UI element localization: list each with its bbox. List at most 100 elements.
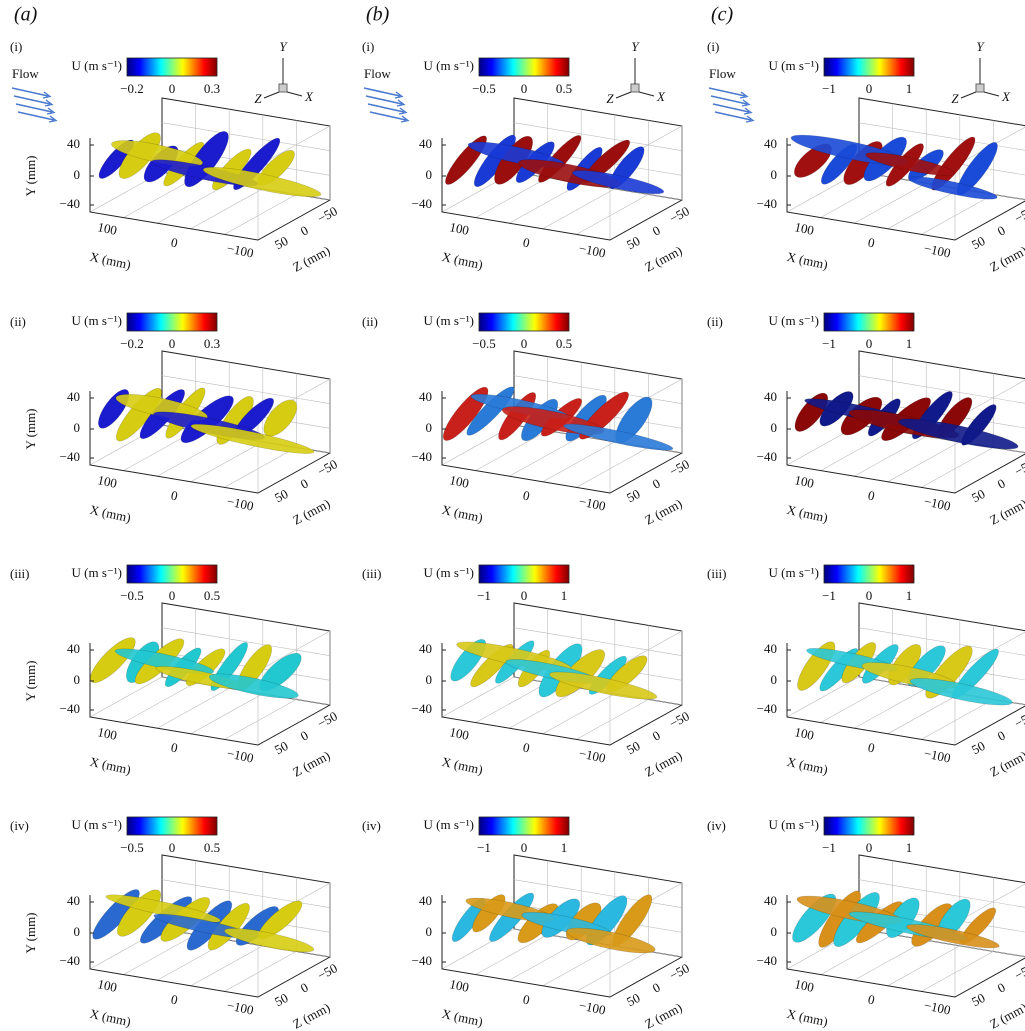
flow-arrowhead (400, 115, 410, 123)
grid-line (157, 435, 230, 477)
z-tick-label: 0 (650, 728, 663, 744)
flow-arrowhead (396, 99, 406, 107)
flow-arrow (365, 95, 403, 105)
y-tick-label: 0 (771, 420, 778, 435)
x-tick-label: 100 (448, 724, 470, 743)
colorbar-tick-label: 0.5 (556, 81, 572, 96)
colorbar-tick-label: 1 (906, 588, 913, 603)
grid-line (509, 687, 582, 729)
colorbar-tick-label: 1 (906, 81, 913, 96)
x-tick-label: 100 (96, 976, 118, 995)
isosurface (931, 136, 976, 191)
z-tick-label: 0 (995, 223, 1008, 239)
grid-line (858, 122, 1025, 151)
x-tick-label: 0 (522, 992, 531, 1008)
grid-line (921, 194, 994, 235)
flow-label: Flow (364, 66, 391, 81)
colorbar-tick-label: 0.3 (204, 336, 220, 351)
colorbar-label: U (m s⁻¹) (424, 313, 474, 328)
z-tick-label: −50 (1012, 456, 1025, 479)
triad-label: X (1001, 89, 1011, 104)
z-axis-label: Z (mm) (290, 748, 332, 780)
y-tick-label: 0 (426, 924, 433, 939)
panel-label: (i) (10, 39, 22, 54)
colorbar-tick-label: 0.5 (204, 588, 220, 603)
x-tick-label: 0 (867, 235, 876, 251)
y-axis-label: Y (mm) (23, 660, 38, 701)
grid-line (161, 879, 331, 908)
triad-label: Z (951, 91, 959, 106)
flow-arrow (708, 87, 746, 97)
x-tick-label: −100 (923, 240, 952, 260)
flow-arrow (369, 111, 407, 121)
grid-line (190, 945, 263, 987)
colorbar (126, 564, 218, 584)
isosurface (224, 928, 315, 953)
y-tick-label: 0 (771, 167, 778, 182)
grid-line (123, 177, 196, 218)
colorbar-label: U (m s⁻¹) (769, 565, 819, 580)
y-tick-label: 40 (764, 389, 777, 404)
isosurface (563, 423, 674, 451)
grid-line (513, 122, 683, 151)
grid-line (887, 693, 960, 735)
x-tick-label: −100 (923, 745, 952, 765)
grid-line (887, 188, 960, 230)
isosurface (572, 170, 665, 195)
colorbar-tick-label: −0.5 (472, 336, 496, 351)
panel: (iv) U (m s⁻¹) −0.5 0 0.5 40 0 −40 Y (mm) 100 0 −10… (10, 816, 340, 1031)
z-tick-label: 0 (995, 476, 1008, 492)
grid-line (190, 693, 263, 735)
grid-line (475, 934, 548, 975)
x-axis-label: X (mm) (785, 1006, 829, 1029)
panel: (i) U (m s⁻¹) −0.2 0 0.3 Flow Y Z X 40 0 −40 Y (mm) 1… (10, 39, 340, 275)
x-tick-label: −100 (226, 240, 255, 260)
y-tick-label: −40 (60, 449, 80, 464)
x-axis-label: X (mm) (785, 754, 829, 777)
y-tick-label: −40 (757, 701, 777, 716)
panel-label: (ii) (707, 314, 723, 329)
z-axis-label: Z (mm) (290, 1000, 332, 1031)
z-tick-label: 50 (624, 233, 643, 252)
isosurface (909, 678, 1013, 706)
flow-arrow (15, 103, 53, 113)
colorbar-tick-label: −1 (822, 81, 836, 96)
grid-line (542, 693, 615, 735)
grid-line (576, 951, 649, 992)
z-axis-label: Z (mm) (987, 1000, 1025, 1031)
z-axis-label: Z (mm) (642, 496, 684, 528)
y-tick-label: −40 (412, 449, 432, 464)
colorbar (126, 312, 218, 332)
colorbar (823, 57, 915, 77)
y-tick-label: 40 (764, 136, 777, 151)
z-tick-label: 50 (969, 486, 988, 505)
colorbar-label: U (m s⁻¹) (424, 58, 474, 73)
isosurface (898, 418, 1019, 450)
grid-line (820, 682, 893, 723)
column-label: (b) (366, 4, 390, 26)
colorbar (478, 816, 570, 836)
panel: (i) U (m s⁻¹) −0.5 0 0.5 Flow Y Z X 40 0 −40 100 0 −10… (362, 39, 692, 275)
triad-cube (278, 83, 288, 93)
grid-line (161, 375, 331, 404)
grid-line (224, 447, 297, 488)
y-tick-label: 0 (74, 167, 81, 182)
colorbar-tick-label: 1 (561, 588, 568, 603)
isosurface (208, 673, 299, 699)
y-tick-label: −40 (757, 953, 777, 968)
grid-line (854, 182, 927, 224)
grid-line (123, 682, 196, 723)
y-tick-label: −40 (60, 953, 80, 968)
x-tick-label: 100 (793, 724, 815, 743)
y-tick-label: 40 (419, 389, 432, 404)
axis-line (786, 643, 1025, 746)
grid-line (576, 699, 649, 740)
panel-label: (iii) (10, 566, 30, 581)
x-axis-label: X (mm) (785, 249, 829, 272)
x-tick-label: 0 (170, 740, 179, 756)
x-tick-label: −100 (226, 745, 255, 765)
grid-line (820, 430, 893, 471)
flow-label: Flow (12, 66, 39, 81)
axis-line (786, 895, 1025, 998)
